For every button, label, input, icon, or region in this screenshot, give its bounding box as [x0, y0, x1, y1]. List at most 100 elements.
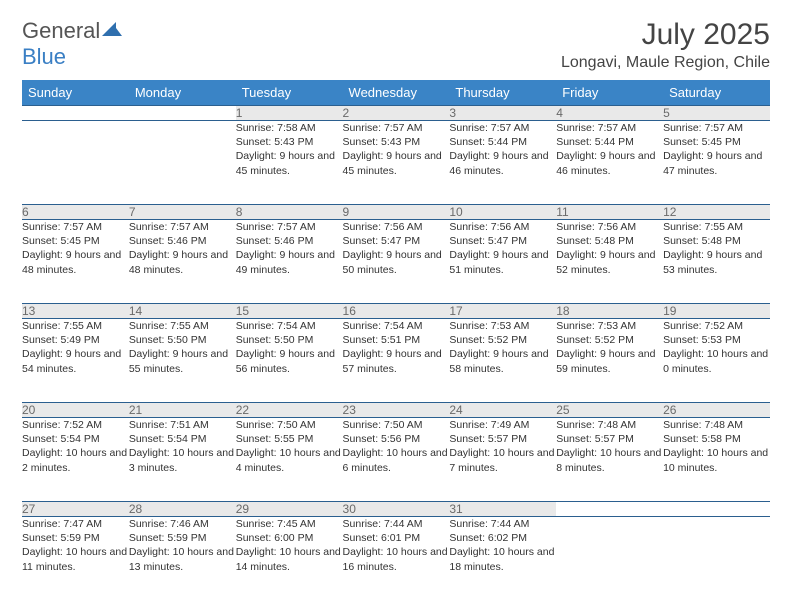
sunrise-line: Sunrise: 7:55 AM: [22, 319, 129, 333]
daylight-line: Daylight: 10 hours and 8 minutes.: [556, 446, 663, 474]
sunrise-line: Sunrise: 7:56 AM: [343, 220, 450, 234]
day-content-cell: Sunrise: 7:44 AMSunset: 6:01 PMDaylight:…: [343, 517, 450, 601]
daylight-line: Daylight: 9 hours and 45 minutes.: [343, 149, 450, 177]
day-content-cell: [22, 121, 129, 205]
calendar-body: 12345Sunrise: 7:58 AMSunset: 5:43 PMDayl…: [22, 106, 770, 601]
location: Longavi, Maule Region, Chile: [561, 54, 770, 72]
day-content-cell: Sunrise: 7:54 AMSunset: 5:50 PMDaylight:…: [236, 319, 343, 403]
sunrise-line: Sunrise: 7:58 AM: [236, 121, 343, 135]
day-number-cell: 20: [22, 403, 129, 418]
day-content-cell: Sunrise: 7:50 AMSunset: 5:56 PMDaylight:…: [343, 418, 450, 502]
day-number-cell: 13: [22, 304, 129, 319]
sunrise-line: Sunrise: 7:56 AM: [556, 220, 663, 234]
day-content-cell: Sunrise: 7:47 AMSunset: 5:59 PMDaylight:…: [22, 517, 129, 601]
sunset-line: Sunset: 5:44 PM: [556, 135, 663, 149]
sunset-line: Sunset: 5:47 PM: [343, 234, 450, 248]
header: General Blue July 2025 Longavi, Maule Re…: [22, 18, 770, 72]
daylight-line: Daylight: 9 hours and 53 minutes.: [663, 248, 770, 276]
daylight-line: Daylight: 9 hours and 47 minutes.: [663, 149, 770, 177]
daylight-line: Daylight: 10 hours and 7 minutes.: [449, 446, 556, 474]
daylight-line: Daylight: 10 hours and 10 minutes.: [663, 446, 770, 474]
daylight-line: Daylight: 9 hours and 48 minutes.: [129, 248, 236, 276]
sunset-line: Sunset: 5:59 PM: [129, 531, 236, 545]
day-content-cell: Sunrise: 7:45 AMSunset: 6:00 PMDaylight:…: [236, 517, 343, 601]
content-row: Sunrise: 7:58 AMSunset: 5:43 PMDaylight:…: [22, 121, 770, 205]
content-row: Sunrise: 7:55 AMSunset: 5:49 PMDaylight:…: [22, 319, 770, 403]
daylight-line: Daylight: 9 hours and 57 minutes.: [343, 347, 450, 375]
day-number-cell: 26: [663, 403, 770, 418]
day-content-cell: Sunrise: 7:48 AMSunset: 5:57 PMDaylight:…: [556, 418, 663, 502]
day-number-cell: 27: [22, 502, 129, 517]
day-number-cell: 25: [556, 403, 663, 418]
sunrise-line: Sunrise: 7:57 AM: [129, 220, 236, 234]
day-header: Tuesday: [236, 80, 343, 106]
daylight-line: Daylight: 9 hours and 46 minutes.: [449, 149, 556, 177]
day-number-cell: [663, 502, 770, 517]
sunrise-line: Sunrise: 7:44 AM: [343, 517, 450, 531]
daylight-line: Daylight: 9 hours and 54 minutes.: [22, 347, 129, 375]
daylight-line: Daylight: 10 hours and 3 minutes.: [129, 446, 236, 474]
sunset-line: Sunset: 5:47 PM: [449, 234, 556, 248]
brand-logo: General Blue: [22, 18, 122, 70]
day-number-cell: [556, 502, 663, 517]
day-content-cell: Sunrise: 7:53 AMSunset: 5:52 PMDaylight:…: [556, 319, 663, 403]
sunset-line: Sunset: 5:57 PM: [556, 432, 663, 446]
day-content-cell: Sunrise: 7:57 AMSunset: 5:46 PMDaylight:…: [129, 220, 236, 304]
day-number-cell: 18: [556, 304, 663, 319]
daylight-line: Daylight: 9 hours and 56 minutes.: [236, 347, 343, 375]
sunset-line: Sunset: 6:02 PM: [449, 531, 556, 545]
day-content-cell: Sunrise: 7:49 AMSunset: 5:57 PMDaylight:…: [449, 418, 556, 502]
day-number-cell: 7: [129, 205, 236, 220]
daylight-line: Daylight: 9 hours and 49 minutes.: [236, 248, 343, 276]
sunset-line: Sunset: 5:44 PM: [449, 135, 556, 149]
sunset-line: Sunset: 5:52 PM: [556, 333, 663, 347]
day-content-cell: Sunrise: 7:57 AMSunset: 5:44 PMDaylight:…: [449, 121, 556, 205]
sunrise-line: Sunrise: 7:50 AM: [343, 418, 450, 432]
daylight-line: Daylight: 10 hours and 6 minutes.: [343, 446, 450, 474]
daylight-line: Daylight: 9 hours and 46 minutes.: [556, 149, 663, 177]
brand-text: General Blue: [22, 18, 122, 70]
sunset-line: Sunset: 5:46 PM: [236, 234, 343, 248]
title-block: July 2025 Longavi, Maule Region, Chile: [561, 18, 770, 72]
sunrise-line: Sunrise: 7:54 AM: [236, 319, 343, 333]
daylight-line: Daylight: 10 hours and 18 minutes.: [449, 545, 556, 573]
day-number-cell: 22: [236, 403, 343, 418]
daylight-line: Daylight: 10 hours and 4 minutes.: [236, 446, 343, 474]
day-number-cell: 28: [129, 502, 236, 517]
day-header: Saturday: [663, 80, 770, 106]
sunrise-line: Sunrise: 7:55 AM: [129, 319, 236, 333]
daylight-line: Daylight: 10 hours and 16 minutes.: [343, 545, 450, 573]
daylight-line: Daylight: 10 hours and 14 minutes.: [236, 545, 343, 573]
sunset-line: Sunset: 5:54 PM: [129, 432, 236, 446]
sunrise-line: Sunrise: 7:51 AM: [129, 418, 236, 432]
sunset-line: Sunset: 6:01 PM: [343, 531, 450, 545]
sunset-line: Sunset: 5:52 PM: [449, 333, 556, 347]
daylight-line: Daylight: 10 hours and 13 minutes.: [129, 545, 236, 573]
day-number-cell: 15: [236, 304, 343, 319]
day-number-cell: 11: [556, 205, 663, 220]
sunrise-line: Sunrise: 7:57 AM: [236, 220, 343, 234]
sunrise-line: Sunrise: 7:44 AM: [449, 517, 556, 531]
day-content-cell: Sunrise: 7:57 AMSunset: 5:45 PMDaylight:…: [663, 121, 770, 205]
content-row: Sunrise: 7:57 AMSunset: 5:45 PMDaylight:…: [22, 220, 770, 304]
daynum-row: 20212223242526: [22, 403, 770, 418]
day-content-cell: Sunrise: 7:55 AMSunset: 5:48 PMDaylight:…: [663, 220, 770, 304]
daylight-line: Daylight: 9 hours and 51 minutes.: [449, 248, 556, 276]
content-row: Sunrise: 7:52 AMSunset: 5:54 PMDaylight:…: [22, 418, 770, 502]
sunrise-line: Sunrise: 7:47 AM: [22, 517, 129, 531]
sunset-line: Sunset: 5:48 PM: [663, 234, 770, 248]
day-header-row: SundayMondayTuesdayWednesdayThursdayFrid…: [22, 80, 770, 106]
calendar-table: SundayMondayTuesdayWednesdayThursdayFrid…: [22, 80, 770, 601]
sunrise-line: Sunrise: 7:54 AM: [343, 319, 450, 333]
day-number-cell: 19: [663, 304, 770, 319]
day-header: Thursday: [449, 80, 556, 106]
sunset-line: Sunset: 5:48 PM: [556, 234, 663, 248]
day-number-cell: 5: [663, 106, 770, 121]
day-number-cell: [22, 106, 129, 121]
sunrise-line: Sunrise: 7:53 AM: [449, 319, 556, 333]
month-title: July 2025: [561, 18, 770, 52]
day-header: Friday: [556, 80, 663, 106]
daylight-line: Daylight: 9 hours and 48 minutes.: [22, 248, 129, 276]
day-number-cell: [129, 106, 236, 121]
sunset-line: Sunset: 5:53 PM: [663, 333, 770, 347]
